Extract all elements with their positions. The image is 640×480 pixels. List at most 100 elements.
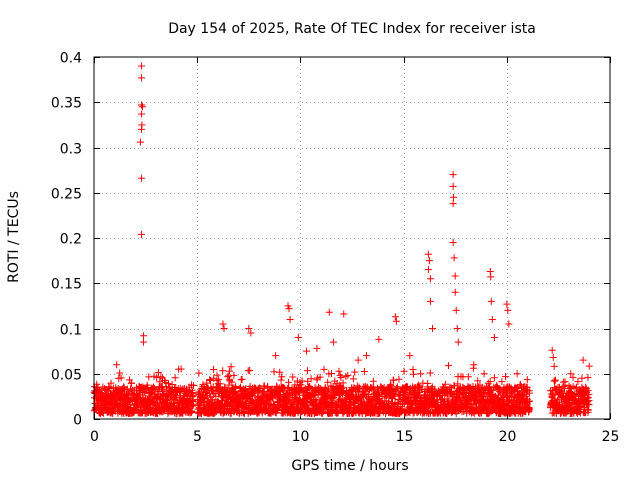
data-point bbox=[199, 381, 207, 389]
data-point bbox=[219, 320, 227, 328]
data-point bbox=[289, 373, 297, 381]
data-point bbox=[390, 402, 398, 410]
data-point bbox=[424, 250, 432, 258]
y-tick-label: 0.15 bbox=[51, 277, 82, 293]
data-point bbox=[522, 390, 530, 398]
data-point bbox=[100, 409, 108, 417]
data-point bbox=[107, 379, 115, 387]
data-point bbox=[320, 365, 328, 373]
data-point bbox=[487, 273, 495, 281]
data-point bbox=[175, 365, 183, 373]
data-point bbox=[551, 376, 559, 384]
y-tick-label: 0.3 bbox=[60, 142, 82, 158]
data-point bbox=[246, 366, 254, 374]
data-point bbox=[426, 297, 434, 305]
data-point bbox=[549, 353, 557, 361]
data-point bbox=[561, 378, 569, 386]
data-point bbox=[307, 375, 315, 383]
data-point bbox=[513, 370, 521, 378]
data-point bbox=[189, 398, 197, 406]
data-point bbox=[375, 409, 383, 417]
data-point bbox=[392, 317, 400, 325]
data-point bbox=[444, 362, 452, 370]
data-point bbox=[451, 288, 459, 296]
data-point bbox=[225, 381, 233, 389]
data-point bbox=[190, 382, 198, 390]
data-point bbox=[480, 370, 488, 378]
data-point bbox=[241, 386, 249, 394]
data-point bbox=[189, 388, 197, 396]
data-point bbox=[189, 402, 197, 410]
data-point bbox=[324, 388, 332, 396]
data-point bbox=[137, 62, 145, 70]
x-tick-label: 15 bbox=[396, 429, 414, 445]
data-point bbox=[567, 370, 575, 378]
x-tick-label: 25 bbox=[602, 429, 620, 445]
data-point bbox=[452, 306, 460, 314]
data-point bbox=[324, 395, 332, 403]
data-point bbox=[449, 200, 457, 208]
data-point bbox=[455, 396, 463, 404]
y-tick-label: 0.35 bbox=[51, 96, 82, 112]
data-point bbox=[276, 368, 284, 376]
data-point bbox=[379, 400, 387, 408]
data-point bbox=[449, 239, 457, 247]
data-point bbox=[424, 266, 432, 274]
data-point bbox=[498, 378, 506, 386]
data-point bbox=[449, 182, 457, 190]
data-point bbox=[210, 374, 218, 382]
data-point bbox=[410, 370, 418, 378]
data-point bbox=[449, 171, 457, 179]
x-tick-label: 5 bbox=[193, 429, 202, 445]
plot-border bbox=[93, 56, 611, 420]
data-point bbox=[553, 385, 561, 393]
data-point bbox=[428, 325, 436, 332]
data-point bbox=[441, 380, 449, 388]
data-point bbox=[245, 325, 253, 332]
data-point bbox=[277, 376, 285, 384]
data-point bbox=[260, 382, 268, 390]
data-point bbox=[154, 369, 162, 377]
data-point bbox=[474, 377, 482, 385]
data-point bbox=[488, 315, 496, 323]
data-point bbox=[351, 368, 359, 376]
data-point bbox=[409, 365, 417, 373]
data-point bbox=[369, 377, 377, 385]
data-point bbox=[137, 125, 145, 133]
data-point bbox=[424, 379, 432, 387]
data-point bbox=[417, 370, 425, 378]
data-point bbox=[140, 338, 148, 346]
data-point bbox=[117, 374, 125, 382]
data-point bbox=[362, 352, 370, 360]
y-tick-label: 0.2 bbox=[60, 232, 82, 248]
data-point bbox=[292, 394, 300, 402]
axis-ticks: 0 5 10 15 20 25 0 0.05 0.1 0.15 0.2 0.25 0.3 0.35 0.4 bbox=[51, 51, 620, 446]
data-point bbox=[486, 377, 494, 385]
data-point bbox=[454, 380, 462, 388]
data-point bbox=[335, 367, 343, 375]
data-point bbox=[225, 367, 233, 375]
data-point bbox=[525, 406, 533, 414]
data-point bbox=[150, 384, 158, 392]
data-point bbox=[139, 103, 147, 111]
data-point bbox=[344, 371, 352, 379]
data-point bbox=[206, 376, 214, 384]
data-point bbox=[585, 391, 593, 399]
data-point bbox=[137, 101, 145, 109]
data-point bbox=[470, 361, 478, 369]
data-point bbox=[188, 408, 196, 416]
data-point bbox=[303, 367, 311, 375]
data-point bbox=[215, 375, 223, 383]
data-point bbox=[140, 332, 148, 340]
data-point bbox=[584, 400, 592, 408]
data-point bbox=[487, 297, 495, 305]
data-point bbox=[369, 385, 377, 393]
data-point bbox=[307, 384, 315, 392]
data-point bbox=[203, 379, 211, 387]
data-point bbox=[105, 383, 113, 391]
x-tick-label: 10 bbox=[292, 429, 310, 445]
data-point bbox=[391, 392, 399, 400]
data-point bbox=[351, 400, 359, 408]
data-point bbox=[584, 373, 592, 381]
